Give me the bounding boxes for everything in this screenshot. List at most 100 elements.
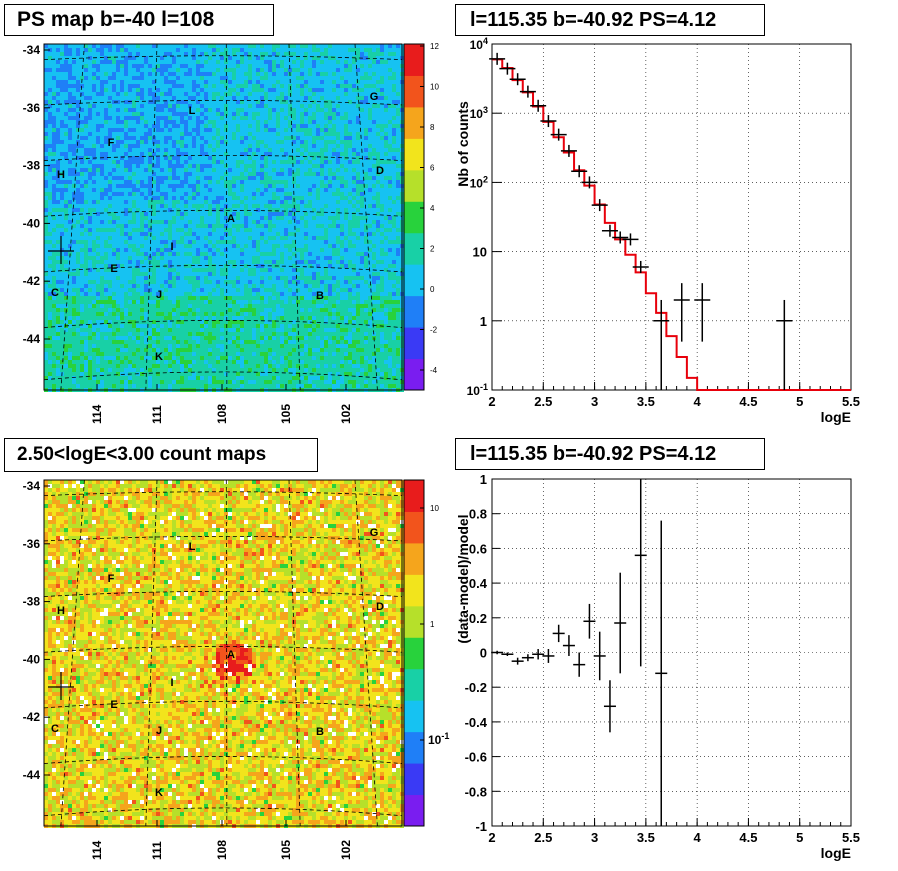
colorbar-segment	[404, 201, 424, 234]
y-tick-label: 0.2	[469, 611, 487, 626]
x-tick-label: 3.5	[637, 394, 655, 409]
source-label-C: C	[51, 723, 59, 735]
map-frame	[43, 479, 403, 827]
grid-line-latitude	[43, 99, 403, 106]
x-tick-label: 4.5	[739, 394, 757, 409]
x-tick-label: 105	[279, 840, 293, 860]
data-point	[542, 649, 555, 663]
y-tick-label: -0.4	[465, 715, 488, 730]
source-label-G: G	[370, 91, 379, 103]
data-point	[562, 635, 575, 656]
colorbar-segment	[404, 731, 424, 764]
source-label-K: K	[155, 787, 163, 799]
colorbar-tick-label: 0	[430, 285, 435, 294]
colorbar-segment	[404, 295, 424, 328]
y-tick-label: 10-1	[467, 382, 488, 398]
source-label-C: C	[51, 287, 59, 299]
residual-chart: 2 2.5 3 3.5 4 4.5 5 5.5 1 0.8 0.6 0.4 0.2 0 -0.2 -0.4 -0…	[455, 472, 860, 861]
y-tick-label: -0.6	[465, 750, 487, 765]
x-tick-label: 2	[488, 394, 495, 409]
y-tick-label: -0.2	[465, 680, 487, 695]
x-tick-label: 108	[215, 840, 229, 860]
colorbar-segment	[404, 668, 424, 701]
source-label-B: B	[316, 290, 324, 302]
y-tick-label: -42	[23, 274, 41, 288]
grid-line-longitude	[60, 43, 85, 391]
y-tick-label: -0.8	[465, 784, 487, 799]
y-tick-label: -42	[23, 710, 41, 724]
colorbar-segment	[404, 763, 424, 796]
colorbar-tick-label: 6	[430, 164, 435, 173]
x-tick-label: 5.5	[842, 830, 860, 845]
y-tick-label: 0.4	[469, 576, 488, 591]
grid-line-latitude	[43, 701, 403, 709]
colorbar-segment	[404, 138, 424, 171]
data-point	[571, 165, 588, 178]
ps-map-title: PS map b=-40 l=108	[4, 4, 274, 36]
y-tick-label: -38	[23, 595, 41, 609]
source-label-F: F	[108, 573, 115, 585]
grid-line-longitude	[60, 479, 85, 827]
plot-grid	[492, 44, 851, 390]
x-tick-label: 102	[339, 840, 353, 860]
data-point	[550, 128, 567, 141]
heatmap-cells	[44, 44, 404, 392]
x-tick-label: 5	[796, 394, 803, 409]
grid-line-latitude	[43, 265, 403, 273]
residual-title: l=115.35 b=-40.92 PS=4.12	[455, 438, 765, 470]
y-tick-label: 0.8	[469, 507, 487, 522]
source-label-A: A	[227, 213, 235, 225]
colorbar-segment	[404, 75, 424, 108]
colorbar-segment	[404, 605, 424, 638]
colorbar-segment	[404, 169, 424, 202]
x-tick-label: 4	[694, 394, 702, 409]
y-tick-label: -44	[23, 768, 41, 782]
source-label-F: F	[108, 137, 115, 149]
colorbar-segment	[404, 44, 424, 76]
data-point	[591, 199, 608, 212]
count-map-title: 2.50<logE<3.00 count maps	[4, 438, 318, 472]
colorbar-segment	[404, 327, 424, 360]
source-label-L: L	[189, 541, 196, 553]
data-point	[540, 115, 557, 128]
colorbar-tick-label: 10	[430, 504, 439, 513]
grid-line-longitude	[145, 479, 158, 827]
data-point	[532, 649, 545, 660]
data-point	[632, 260, 649, 273]
grid-line-latitude	[43, 320, 403, 328]
colorbar-frame	[403, 43, 425, 391]
data-point	[521, 654, 534, 662]
data-point	[601, 224, 618, 237]
plot-frame	[491, 478, 852, 827]
grid-line-latitude	[43, 646, 403, 653]
x-tick-label: 3	[591, 394, 598, 409]
data-point	[489, 52, 506, 65]
y-tick-label: -40	[23, 652, 41, 666]
grid-line-longitude	[288, 43, 301, 391]
grid-line-latitude	[43, 55, 403, 61]
x-tick-label: 111	[150, 405, 164, 424]
data-point	[622, 233, 639, 246]
x-tick-label: 3.5	[637, 830, 655, 845]
count-map-chart: -34 -36 -38 -40 -42 -44 114 111 108 105 102 A B C D E F G…	[23, 479, 450, 860]
y-tick-label: -34	[23, 479, 41, 493]
y-tick-label: 0.6	[469, 541, 487, 556]
grid-line-latitude	[43, 154, 403, 161]
map-frame	[43, 43, 403, 391]
data-point	[634, 479, 647, 667]
grid-line-latitude	[43, 491, 403, 497]
x-tick-label: 4	[694, 830, 702, 845]
source-label-E: E	[110, 699, 117, 711]
x-axis-label: logE	[821, 409, 851, 425]
data-point	[614, 572, 627, 674]
x-tick-label: 5.5	[842, 394, 860, 409]
y-tick-label: 102	[470, 174, 488, 190]
colorbar-segment	[404, 264, 424, 297]
data-point	[603, 680, 616, 733]
coordinate-grid	[43, 479, 403, 827]
y-tick-label: -1	[475, 819, 487, 834]
source-label-D: D	[376, 601, 384, 613]
data-point	[499, 62, 516, 75]
